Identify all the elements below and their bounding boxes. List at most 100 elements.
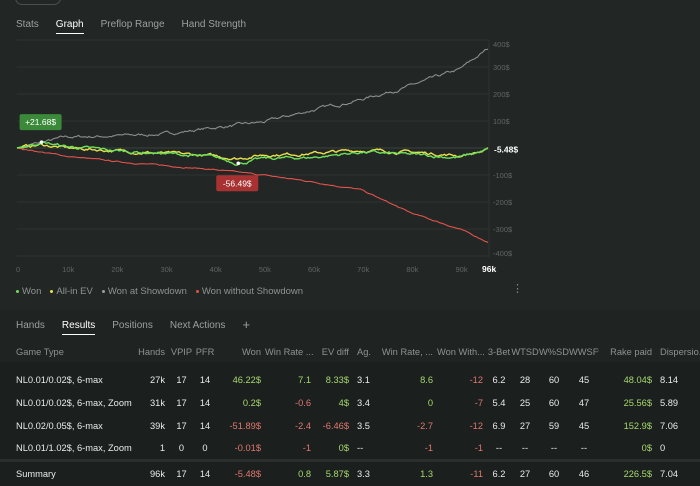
summary-row[interactable]: Summary 96k 17 14 -5.48$ 0.8 5.87$ 3.3 1.3 -11 6.2…: [0, 458, 700, 486]
column-header-hands[interactable]: Hands: [138, 347, 165, 357]
annotation-tooltip: -56.49$: [216, 161, 259, 192]
legend-won[interactable]: Won: [16, 286, 41, 297]
cell-aggression: 3.4: [357, 397, 370, 408]
column-header-win-rate[interactable]: Win Rate ...: [265, 347, 314, 357]
cell-game-type: NL0.01/0.02$, 6-max, Zoom: [16, 397, 132, 408]
cell-won-without: -12: [469, 420, 483, 431]
legend-won-without-showdown[interactable]: Won without Showdown: [195, 286, 303, 297]
column-header-wtsd[interactable]: WTSD: [511, 347, 539, 357]
y-tick-label: -400$: [493, 249, 513, 258]
cell-wwsf: 46: [569, 458, 599, 486]
results-table: Game Type Hands VPIP PFR Won Win Rate ... EV d…: [0, 342, 700, 486]
column-header-won-without[interactable]: Won With...: [437, 347, 485, 357]
cell-won-without: -12: [469, 374, 483, 385]
annotation-label: +21.68$: [25, 117, 56, 127]
cell-pfr: 0: [202, 442, 208, 453]
tab-preflop-range[interactable]: Preflop Range: [100, 19, 165, 30]
cell-win-rate-2: -2.7: [416, 420, 433, 431]
column-header-aggression[interactable]: Ag.: [357, 347, 371, 357]
cell-win-rate-2: -1: [424, 442, 433, 453]
table-row[interactable]: NL0.01/0.02$, 6-max 27k 17 14 46.22$ 7.1 8.33$…: [0, 362, 700, 391]
column-header-rake-paid[interactable]: Rake paid: [610, 347, 652, 357]
y-tick-label: -200$: [493, 198, 513, 207]
column-header-win-rate-2[interactable]: Win Rate, ...: [381, 347, 433, 357]
annotation-tooltip: +21.68$: [19, 114, 62, 144]
column-header-vpip[interactable]: VPIP: [170, 347, 193, 357]
y-tick-label: 100$: [493, 117, 511, 126]
top-button[interactable]: [15, 0, 61, 5]
column-header-game-type[interactable]: Game Type: [16, 347, 64, 357]
annotation-point: [39, 140, 44, 144]
cell-wwsf: --: [580, 442, 588, 453]
cell-vpip: 17: [176, 374, 187, 385]
cell-aggression: --: [357, 442, 364, 453]
legend-won-at-showdown[interactable]: Won at Showdown: [101, 286, 187, 297]
end-value-label: -5.48$: [494, 144, 518, 154]
cell-ev-diff: 0$: [338, 442, 349, 453]
column-header-wwsf[interactable]: WWSF%: [569, 347, 599, 357]
profit-graph[interactable]: 400$ 300$ 200$ 100$ -100$ -200$ -300$ -400$ 0 10k…: [0, 36, 700, 281]
tab-stats[interactable]: Stats: [16, 19, 39, 30]
cell-rake-paid: 0$: [641, 442, 652, 453]
cell-aggression: 3.3: [353, 458, 377, 486]
more-options-icon[interactable]: ⋮: [512, 283, 523, 295]
cell-won: -5.48$: [216, 458, 265, 486]
cell-game-type: NL0.01/0.02$, 6-max: [16, 374, 103, 385]
cell-vpip: 17: [169, 458, 194, 486]
add-tab-icon[interactable]: +: [242, 317, 251, 332]
cell-ev-diff: 8.33$: [325, 374, 349, 385]
cell-won-without: -11: [437, 458, 487, 486]
cell-wsd: 60: [539, 458, 569, 486]
column-header-won[interactable]: Won: [242, 347, 261, 357]
cell-won: -0.01$: [234, 442, 261, 453]
y-tick-label: -100$: [493, 171, 513, 180]
tab-next-actions[interactable]: Next Actions: [169, 320, 226, 331]
cell-aggression: 3.1: [357, 374, 370, 385]
series-line-won[interactable]: [16, 141, 489, 167]
column-header-ev-diff[interactable]: EV diff: [321, 347, 349, 357]
column-header-three-bet[interactable]: 3-Bet: [487, 347, 511, 357]
cell-won: 0.2$: [242, 397, 261, 408]
tab-results[interactable]: Results: [61, 320, 96, 335]
cell-win-rate: 0.8: [265, 458, 315, 486]
y-tick-label: -300$: [493, 225, 513, 234]
x-tick-label: 50k: [259, 265, 271, 274]
x-tick-label: 80k: [406, 265, 418, 274]
cell-rake-paid: 152.9$: [623, 420, 652, 431]
cell-pfr: 14: [194, 458, 216, 486]
cell-pfr: 14: [199, 397, 211, 408]
column-header-wsd[interactable]: W%SD: [539, 347, 569, 357]
series-line-won-at-showdown[interactable]: [16, 48, 489, 149]
column-header-dispersion[interactable]: Dispersio...: [660, 347, 700, 357]
column-header-pfr[interactable]: PFR: [195, 347, 215, 357]
tab-positions[interactable]: Positions: [112, 320, 153, 331]
cell-hands: 31k: [150, 397, 165, 408]
cell-wtsd: 27: [511, 458, 539, 486]
x-tick-label: 90k: [456, 265, 468, 274]
results-panel: Hands Results Positions Next Actions + G…: [0, 310, 700, 486]
cell-won-without: -1: [474, 442, 483, 453]
table-row[interactable]: NL0.01/1.02$, 6-max, Zoom 1 0 0 -0.01$ -1 0$ --…: [0, 437, 700, 460]
y-tick-label: 300$: [493, 63, 511, 72]
cell-wwsf: 45: [578, 420, 590, 431]
tab-hands[interactable]: Hands: [16, 320, 45, 331]
tab-graph[interactable]: Graph: [55, 19, 84, 34]
cell-hands: 27k: [150, 374, 165, 385]
cell-win-rate: -0.6: [294, 397, 311, 408]
cell-vpip: 17: [176, 420, 187, 431]
cell-pfr: 14: [199, 374, 211, 385]
annotation-box: [216, 175, 259, 192]
cell-won-without: -7: [474, 397, 483, 408]
series-line-all-in-ev[interactable]: [16, 142, 489, 161]
series-line-won-without-showdown[interactable]: [16, 147, 489, 243]
legend-allin-ev[interactable]: All-in EV: [50, 286, 93, 297]
table-row[interactable]: NL0.01/0.02$, 6-max, Zoom 31k 17 14 0.2$ -0.6…: [0, 391, 700, 414]
cell-three-bet: 6.2: [492, 374, 506, 385]
table-row[interactable]: NL0.02/0.05$, 6-max 39k 17 14 -51.89$ -2.4 -6.…: [0, 414, 700, 437]
cell-ev-diff: 4$: [338, 397, 349, 408]
cell-aggression: 3.5: [357, 420, 370, 431]
annotation-label: -56.49$: [223, 178, 252, 188]
tab-hand-strength[interactable]: Hand Strength: [181, 19, 247, 30]
cell-win-rate-2: 0: [427, 397, 433, 408]
cell-dispersion: 5.89: [660, 397, 679, 408]
